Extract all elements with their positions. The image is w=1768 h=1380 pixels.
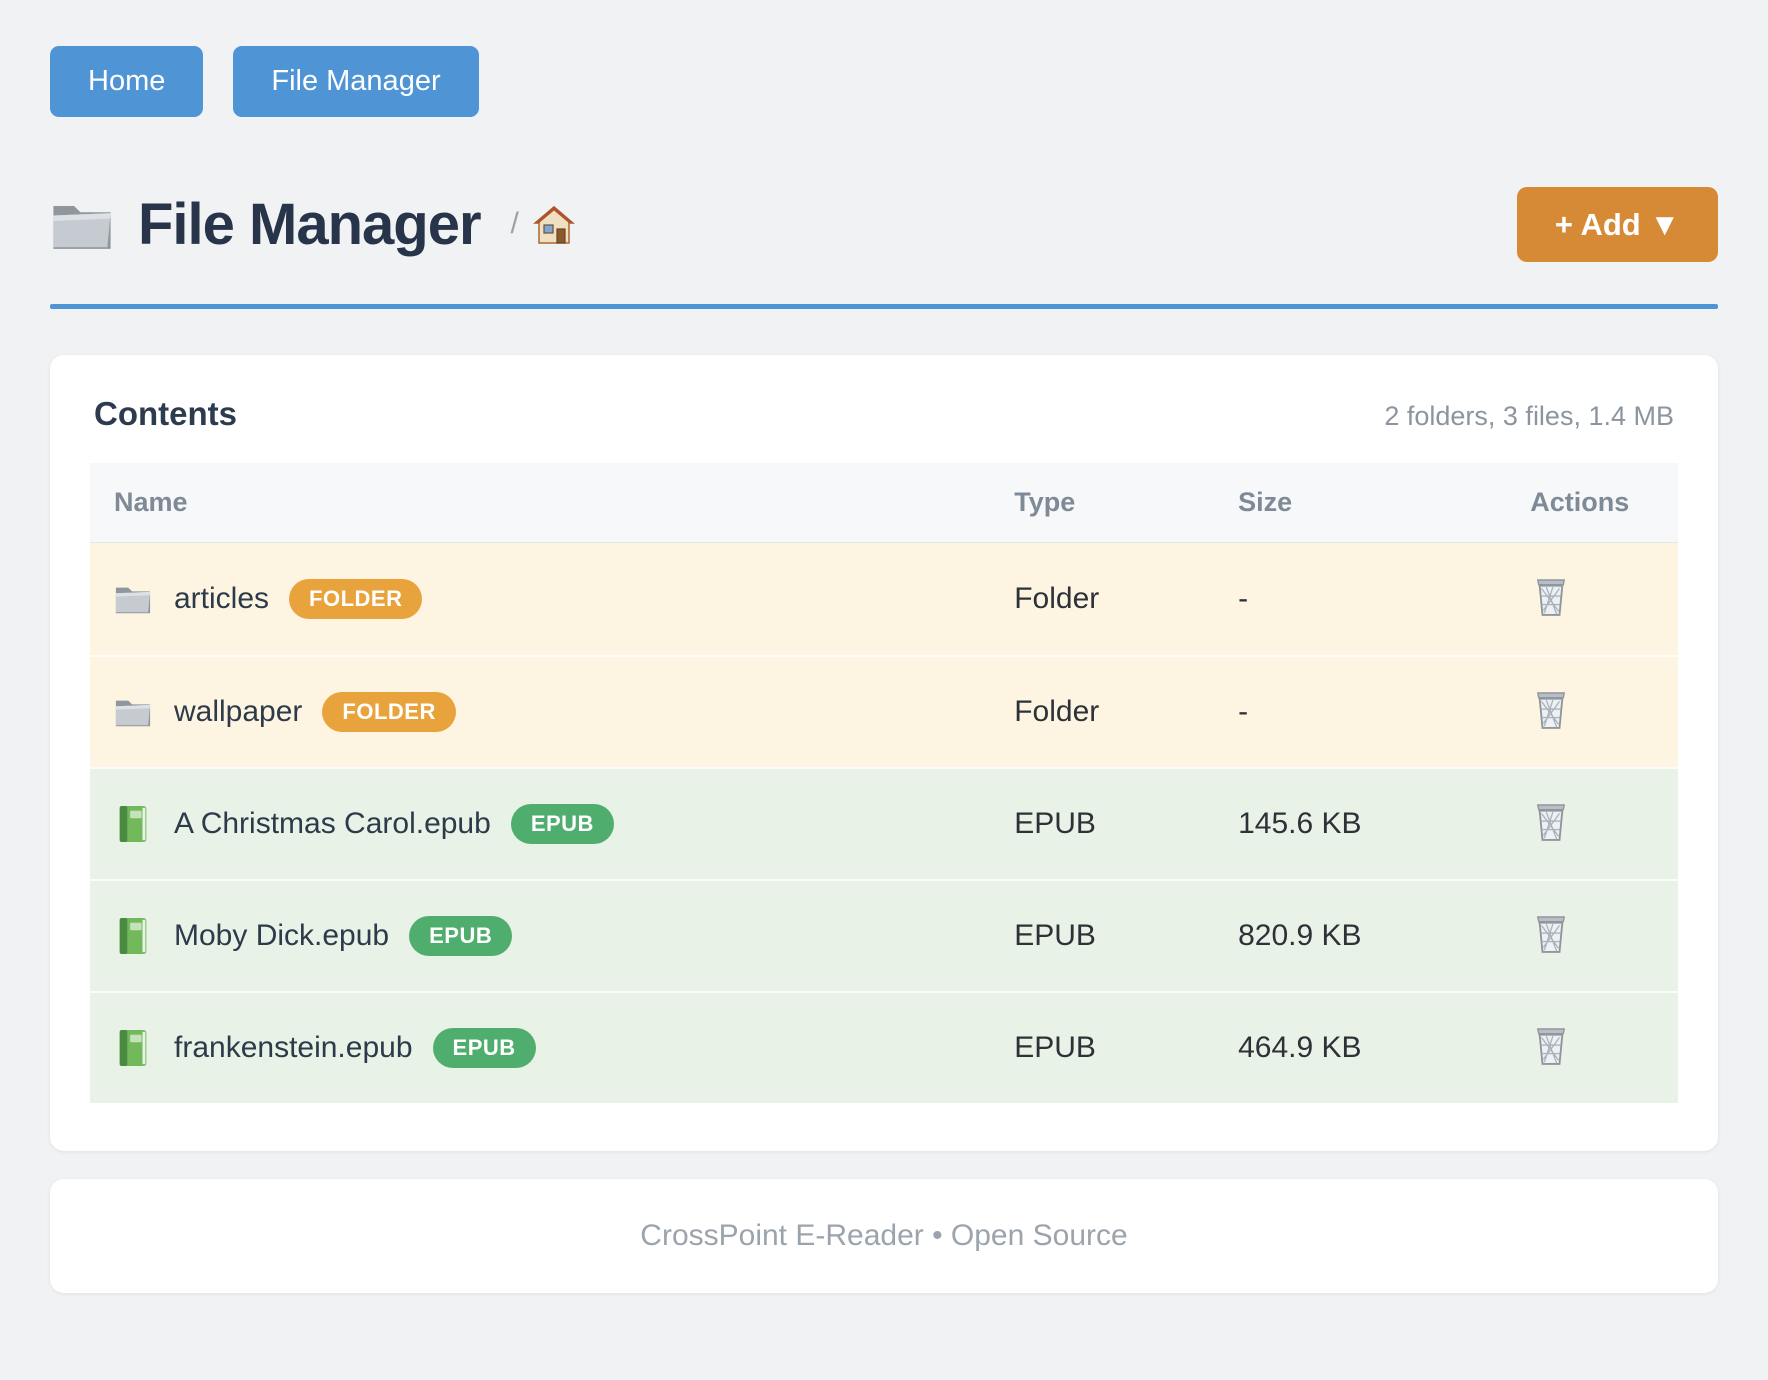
file-size: 145.6 KB (1238, 807, 1362, 840)
folder-icon (50, 198, 114, 252)
page-header: File Manager / + Add ▼ (50, 187, 1718, 262)
add-button[interactable]: + Add ▼ (1516, 187, 1718, 262)
book-icon (114, 805, 152, 843)
table-body: articles FOLDER Folder - wallpaper FOLDE… (90, 543, 1678, 1103)
top-navigation: Home File Manager (50, 46, 1718, 117)
file-type-badge: FOLDER (322, 692, 456, 732)
file-name: articles (174, 582, 270, 615)
delete-button[interactable] (1530, 798, 1572, 846)
breadcrumb-separator: / (510, 206, 519, 240)
table-row[interactable]: Moby Dick.epub EPUB EPUB 820.9 KB (90, 879, 1678, 991)
file-name: wallpaper (174, 695, 303, 728)
delete-button[interactable] (1530, 573, 1572, 621)
table-header-row: Name Type Size Actions (90, 463, 1678, 543)
file-size: 820.9 KB (1238, 919, 1362, 952)
home-nav-button[interactable]: Home (50, 46, 204, 117)
file-type: EPUB (1014, 919, 1096, 952)
table-row[interactable]: wallpaper FOLDER Folder - (90, 655, 1678, 767)
file-size: 464.9 KB (1238, 1031, 1362, 1064)
file-manager-page: Home File Manager File Manager / (50, 46, 1718, 1293)
book-icon (114, 917, 152, 955)
file-type: Folder (1014, 695, 1100, 728)
contents-heading: Contents (94, 395, 237, 432)
file-type: EPUB (1014, 807, 1096, 840)
file-type-badge: EPUB (409, 916, 513, 956)
file-manager-nav-button[interactable]: File Manager (233, 46, 479, 117)
table-row[interactable]: A Christmas Carol.epub EPUB EPUB 145.6 K… (90, 767, 1678, 879)
delete-button[interactable] (1530, 910, 1572, 958)
table-row[interactable]: articles FOLDER Folder - (90, 543, 1678, 655)
folder-icon (114, 580, 152, 618)
page-title: File Manager (138, 192, 482, 257)
delete-button[interactable] (1530, 1022, 1572, 1070)
book-icon (114, 1029, 152, 1067)
column-header-size: Size (1238, 487, 1293, 517)
contents-card-header: Contents 2 folders, 3 files, 1.4 MB (90, 395, 1678, 433)
file-type: EPUB (1014, 1031, 1096, 1064)
file-name: frankenstein.epub (174, 1031, 413, 1064)
footer: CrossPoint E-Reader • Open Source (50, 1179, 1718, 1293)
contents-summary: 2 folders, 3 files, 1.4 MB (1384, 401, 1674, 431)
file-name: Moby Dick.epub (174, 919, 390, 952)
column-header-actions: Actions (1530, 487, 1630, 517)
column-header-type: Type (1014, 487, 1076, 517)
column-header-name: Name (114, 487, 188, 517)
delete-button[interactable] (1530, 686, 1572, 734)
file-name: A Christmas Carol.epub (174, 807, 491, 840)
title-group: File Manager / (50, 191, 575, 258)
table-row[interactable]: frankenstein.epub EPUB EPUB 464.9 KB (90, 991, 1678, 1103)
breadcrumb: / (511, 205, 575, 245)
file-type: Folder (1014, 582, 1100, 615)
header-divider (50, 304, 1718, 309)
contents-card: Contents 2 folders, 3 files, 1.4 MB Name… (50, 355, 1718, 1151)
file-size: - (1238, 582, 1249, 615)
file-size: - (1238, 695, 1249, 728)
file-type-badge: FOLDER (289, 579, 423, 619)
files-table: Name Type Size Actions articles FOLDER F… (90, 463, 1678, 1103)
folder-icon (114, 693, 152, 731)
file-type-badge: EPUB (432, 1028, 536, 1068)
home-icon[interactable] (532, 205, 575, 245)
footer-text: CrossPoint E-Reader • Open Source (640, 1219, 1128, 1252)
file-type-badge: EPUB (510, 804, 614, 844)
